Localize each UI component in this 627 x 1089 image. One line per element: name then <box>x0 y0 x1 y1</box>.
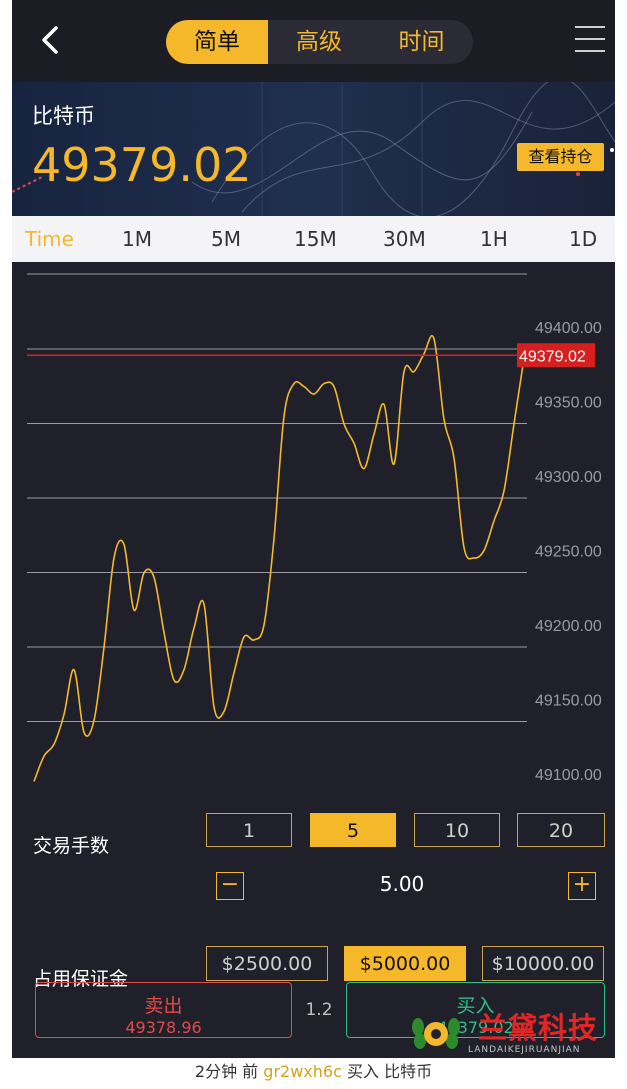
spread-value: 1.2 <box>305 1000 333 1020</box>
lot-option-20[interactable]: 20 <box>517 813 605 847</box>
margin-option-10000[interactable]: $10000.00 <box>482 946 604 981</box>
ticker-user: gr2wxh6c <box>263 1062 342 1081</box>
decrease-quantity-button[interactable]: − <box>216 872 244 900</box>
timeframe-tab-1d[interactable]: 1D <box>569 227 598 251</box>
ticker-time: 2分钟 前 <box>194 1062 259 1081</box>
buy-label: 买入 <box>456 995 495 1017</box>
price-chart: 49400.00 49350.00 49300.00 49250.00 49200.00… <box>27 273 602 784</box>
view-holdings-button[interactable]: 查看持仓 <box>517 143 604 171</box>
coin-price: 49379.02 <box>32 138 252 192</box>
watermark-subtitle: LANDAIKEJIRUANJIAN <box>468 1045 581 1055</box>
margin-label: 占用保证金 <box>33 968 129 990</box>
y-tick-label: 49200.00 <box>535 618 602 635</box>
mode-switch: 简单 高级 时间 <box>166 20 473 64</box>
timeframe-tab-time[interactable]: Time <box>25 227 74 251</box>
ticker-asset: 比特币 <box>384 1062 433 1081</box>
timeframe-tab-5m[interactable]: 5M <box>211 227 241 251</box>
lot-option-10[interactable]: 10 <box>414 813 500 847</box>
lots-label: 交易手数 <box>33 835 110 857</box>
mode-tab-simple[interactable]: 简单 <box>166 20 268 64</box>
timeframe-tab-30m[interactable]: 30M <box>383 227 426 251</box>
coin-name: 比特币 <box>32 104 95 128</box>
price-series-line <box>33 335 525 782</box>
hamburger-menu-icon[interactable] <box>575 26 605 56</box>
mode-tab-time[interactable]: 时间 <box>398 29 445 55</box>
margin-option-2500[interactable]: $2500.00 <box>206 946 328 981</box>
timeframe-tabs: Time 1M 5M 15M 30M 1H 1D <box>12 216 615 262</box>
y-tick-label: 49100.00 <box>535 767 602 784</box>
timeframe-tab-1h[interactable]: 1H <box>480 227 508 251</box>
app-frame: 简单 高级 时间 比特币 49379.02 查看持仓 Time 1M 5M 15… <box>12 0 615 1089</box>
price-banner: 比特币 49379.02 查看持仓 <box>12 82 615 216</box>
watermark-logo: 兰黛科技 LANDAIKEJIRUANJIAN <box>406 1005 606 1060</box>
y-tick-label: 49400.00 <box>535 320 602 337</box>
lot-option-5[interactable]: 5 <box>310 813 396 847</box>
laurel-logo-icon <box>412 1018 460 1049</box>
timeframe-tab-15m[interactable]: 15M <box>294 227 337 251</box>
trade-ticker: 2分钟 前 gr2wxh6c 买入 比特币 <box>12 1058 615 1089</box>
y-tick-label: 49250.00 <box>535 544 602 561</box>
ticker-action: 买入 <box>346 1062 379 1081</box>
y-tick-label: 49300.00 <box>535 469 602 486</box>
lot-option-1[interactable]: 1 <box>206 813 292 847</box>
quantity-value: 5.00 <box>379 872 425 896</box>
watermark-name: 兰黛科技 <box>478 1011 599 1045</box>
y-tick-label: 49350.00 <box>535 395 602 412</box>
sell-button[interactable]: 卖出 49378.96 <box>35 982 292 1038</box>
margin-option-5000[interactable]: $5000.00 <box>344 946 466 981</box>
top-bar: 简单 高级 时间 <box>12 0 615 82</box>
current-price-tag-box <box>517 343 595 368</box>
sell-label: 卖出 <box>144 995 183 1017</box>
increase-quantity-button[interactable]: + <box>568 872 596 900</box>
current-price-tag: 49379.02 <box>519 348 586 365</box>
chevron-left-icon[interactable] <box>34 22 70 58</box>
y-tick-label: 49150.00 <box>535 693 602 710</box>
mode-tab-advanced[interactable]: 高级 <box>296 29 342 55</box>
sell-price: 49378.96 <box>125 1018 202 1037</box>
banner-decoration <box>12 82 615 216</box>
timeframe-tab-1m[interactable]: 1M <box>122 227 152 251</box>
